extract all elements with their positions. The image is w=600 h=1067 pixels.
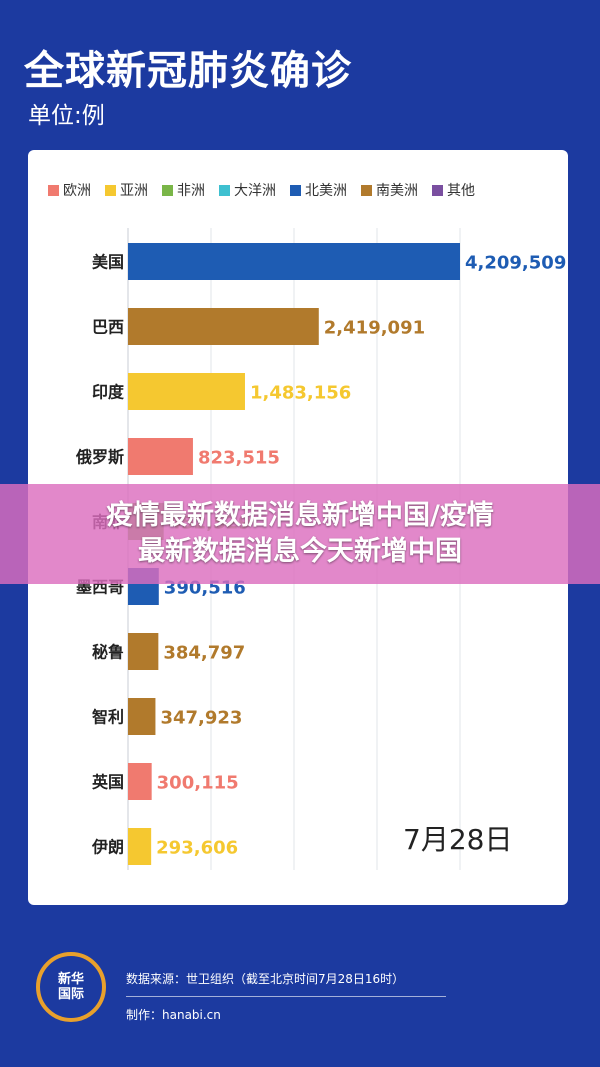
bar-chart: 美国 4,209,509 巴西 2,419,091 印度 1,483,156 俄罗斯 823,…	[75, 228, 566, 870]
legend-label: 欧洲	[63, 183, 91, 199]
value-label: 1,483,156	[250, 383, 351, 404]
legend-item: 其他	[432, 180, 475, 200]
value-label: 823,515	[198, 448, 280, 469]
legend-swatch	[48, 184, 59, 196]
value-label: 384,797	[163, 643, 245, 664]
category-label: 英国	[91, 773, 124, 792]
bar	[128, 373, 245, 410]
chart-legend: 欧洲 亚洲 非洲 大洋洲 北美洲 南美洲 其他	[48, 180, 558, 200]
legend-label: 非洲	[177, 183, 205, 199]
bar	[128, 828, 152, 865]
legend-label: 亚洲	[120, 183, 148, 199]
bar	[128, 698, 156, 735]
value-label: 347,923	[160, 708, 242, 729]
legend-swatch	[290, 184, 301, 196]
legend-swatch	[162, 184, 173, 196]
legend-item: 亚洲	[105, 180, 148, 200]
legend-item: 非洲	[162, 180, 205, 200]
xinhua-logo: 新华 国际	[36, 952, 106, 1022]
legend-item: 大洋洲	[219, 180, 276, 200]
bar	[128, 243, 460, 280]
value-label: 293,606	[156, 838, 238, 859]
category-label: 智利	[92, 708, 124, 727]
value-label: 4,209,509	[465, 253, 566, 274]
category-label: 俄罗斯	[75, 448, 124, 467]
category-label: 巴西	[92, 318, 124, 337]
legend-item: 北美洲	[290, 180, 347, 200]
banner-line-2: 最新数据消息今天新增中国	[138, 536, 462, 567]
logo-text-1: 新华	[57, 972, 84, 987]
legend-item: 欧洲	[48, 180, 91, 200]
category-label: 伊朗	[91, 838, 124, 857]
category-label: 秘鲁	[92, 643, 124, 662]
bar	[128, 763, 152, 800]
legend-swatch	[219, 184, 230, 196]
value-label: 300,115	[157, 773, 239, 794]
footer-divider	[126, 996, 446, 997]
legend-label: 大洋洲	[234, 183, 276, 199]
data-source: 数据来源：世卫组织（截至北京时间7月28日16时）	[126, 972, 405, 986]
legend-swatch	[105, 184, 116, 196]
unit-label: 单位:例	[28, 103, 105, 129]
category-label: 美国	[92, 253, 124, 272]
bar	[128, 308, 319, 345]
page-title: 全球新冠肺炎确诊	[24, 48, 352, 94]
category-label: 印度	[92, 383, 125, 402]
producer-credit: 制作：hanabi.cn	[126, 1008, 221, 1022]
bar	[128, 438, 193, 475]
legend-item: 南美洲	[361, 180, 418, 200]
value-label: 2,419,091	[324, 318, 425, 339]
logo-text-2: 国际	[57, 987, 84, 1002]
banner-line-1: 疫情最新数据消息新增中国/疫情	[106, 500, 494, 531]
legend-swatch	[432, 184, 443, 196]
legend-swatch	[361, 184, 372, 196]
overlay-banner: 疫情最新数据消息新增中国/疫情 最新数据消息今天新增中国	[0, 484, 600, 584]
legend-label: 其他	[447, 183, 475, 199]
bar	[128, 633, 159, 670]
legend-label: 南美洲	[376, 183, 418, 199]
date-label: 7月28日	[403, 823, 513, 856]
legend-label: 北美洲	[305, 183, 347, 199]
